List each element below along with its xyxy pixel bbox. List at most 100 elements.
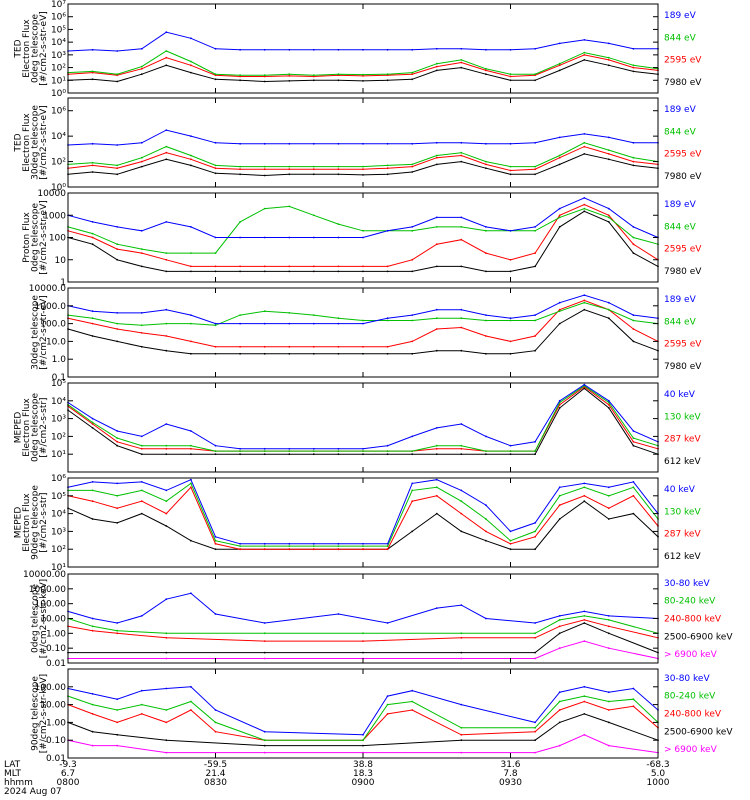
data-point: [509, 530, 512, 533]
y-axis-label: Proton Flux: [22, 212, 32, 263]
legend-entry: 287 keV: [664, 530, 701, 540]
data-point: [91, 703, 94, 706]
data-point: [91, 78, 94, 81]
data-point: [435, 349, 438, 352]
data-point: [534, 173, 536, 176]
data-point: [190, 252, 192, 255]
data-point: [140, 141, 143, 144]
data-point: [534, 651, 536, 654]
data-point: [435, 494, 438, 497]
y-tick-label: 10¹: [51, 563, 66, 573]
series-group: [67, 197, 659, 273]
legend-entry: 2500-6900 keV: [664, 727, 733, 737]
data-point: [165, 657, 168, 660]
data-point: [91, 236, 94, 239]
y-axis-label: TED: [14, 133, 24, 152]
y-tick-label: 10⁷: [51, 0, 66, 10]
data-point: [116, 721, 119, 724]
data-point: [509, 48, 512, 51]
data-point: [607, 153, 610, 155]
data-point: [165, 453, 168, 456]
data-point: [312, 236, 315, 239]
data-point: [485, 226, 487, 228]
data-point: [534, 535, 536, 538]
data-point: [214, 73, 217, 76]
data-point: [411, 450, 414, 452]
data-point: [288, 80, 291, 82]
data-point: [91, 629, 94, 632]
data-point: [312, 542, 315, 545]
y-tick-label: 10.0: [46, 337, 66, 347]
series-line: [67, 615, 659, 634]
legend-entry: 240-800 keV: [664, 710, 722, 720]
data-point: [534, 47, 536, 50]
data-point: [558, 744, 561, 747]
data-point: [558, 399, 561, 402]
series-group: [67, 31, 659, 83]
panel-frame: [67, 3, 659, 94]
data-point: [411, 340, 414, 343]
x-tick-label: 21.4: [205, 769, 225, 779]
data-point: [435, 69, 438, 72]
data-point: [460, 453, 463, 456]
data-point: [534, 319, 536, 322]
data-point: [534, 226, 536, 228]
data-point: [140, 689, 143, 692]
series-line: [67, 686, 659, 736]
data-point: [190, 685, 192, 688]
data-point: [632, 160, 635, 163]
data-point: [386, 542, 389, 545]
data-point: [558, 207, 561, 210]
data-point: [460, 59, 463, 61]
data-point: [607, 407, 610, 409]
data-point: [607, 59, 610, 61]
data-point: [583, 133, 586, 135]
data-point: [632, 64, 635, 67]
data-point: [362, 651, 364, 654]
data-point: [214, 453, 217, 456]
data-point: [140, 156, 143, 159]
data-point: [362, 545, 364, 547]
data-point: [632, 481, 635, 483]
y-axis-label: MEPED: [14, 412, 24, 444]
legend-entry: 40 keV: [664, 485, 696, 495]
data-point: [165, 56, 168, 59]
data-point: [214, 450, 217, 452]
data-point: [116, 440, 119, 443]
data-point: [337, 165, 340, 168]
data-point: [91, 693, 94, 695]
data-point: [534, 450, 536, 452]
data-point: [411, 709, 414, 711]
data-point: [263, 450, 266, 452]
data-point: [214, 613, 217, 615]
data-point: [386, 545, 389, 547]
data-point: [337, 79, 340, 82]
data-point: [312, 165, 315, 168]
legend-entry: 2595 eV: [664, 340, 702, 350]
y-tick-label: 10¹: [51, 76, 66, 86]
data-point: [460, 226, 463, 228]
data-point: [190, 64, 192, 67]
y-tick-label: 0.1: [52, 373, 66, 383]
data-point: [362, 142, 364, 145]
y-axis-label: 0deg telescope: [31, 14, 41, 84]
data-point: [190, 154, 192, 157]
x-tick-label: 0930: [499, 778, 522, 788]
y-tick-label: 10: [55, 256, 67, 266]
data-point: [362, 345, 364, 348]
data-point: [362, 174, 364, 176]
y-axis-label: Electron Flux: [22, 113, 32, 172]
data-point: [460, 632, 463, 635]
data-point: [558, 721, 561, 724]
y-tick-label: 10²: [51, 64, 66, 74]
data-point: [190, 340, 192, 343]
data-point: [534, 730, 536, 733]
data-point: [312, 352, 315, 355]
data-point: [435, 156, 438, 159]
data-point: [509, 453, 512, 456]
data-point: [263, 545, 266, 547]
data-point: [534, 632, 536, 635]
data-point: [288, 205, 291, 208]
data-point: [607, 700, 610, 703]
data-point: [509, 317, 512, 320]
